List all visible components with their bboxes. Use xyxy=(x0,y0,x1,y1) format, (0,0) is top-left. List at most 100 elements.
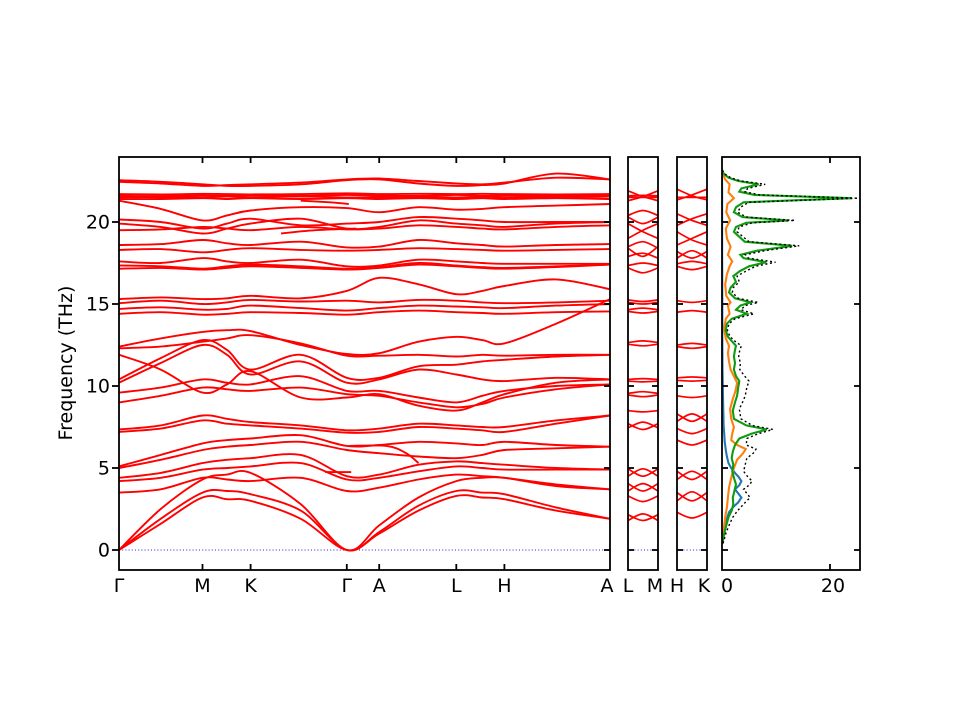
phonon-band xyxy=(119,440,610,469)
panel-frame-p3 xyxy=(676,156,708,571)
phonon-band xyxy=(677,376,707,379)
phonon-band xyxy=(119,199,610,222)
phonon-band xyxy=(677,470,707,481)
phonon-band xyxy=(677,188,707,201)
partial-dos-2-curve xyxy=(722,172,748,542)
kpoint-label: Γ xyxy=(114,575,125,597)
kpoint-label: M xyxy=(647,575,663,597)
phonon-band xyxy=(119,473,610,494)
phonon-band xyxy=(119,176,610,187)
phonon-band xyxy=(119,192,610,196)
phonon-band xyxy=(628,377,658,381)
phonon-band xyxy=(628,222,658,240)
y-axis-label: Frequency (THz) xyxy=(55,286,77,441)
phonon-band xyxy=(628,422,658,431)
phonon-band xyxy=(628,307,658,311)
phonon-band xyxy=(628,513,658,522)
phonon-band xyxy=(119,247,610,254)
phonon-band xyxy=(119,334,610,358)
phonon-band xyxy=(119,309,610,316)
y-tick-label: 10 xyxy=(86,376,110,398)
phonon-band xyxy=(628,216,658,225)
phonon-band xyxy=(677,345,707,350)
phonon-band xyxy=(628,267,658,274)
phonon-band xyxy=(119,434,610,468)
phonon-band xyxy=(677,490,707,502)
phonon-band xyxy=(119,298,610,356)
y-tick-label: 20 xyxy=(86,212,110,234)
kpoint-label: L xyxy=(451,575,462,597)
phonon-band xyxy=(628,394,658,398)
phonon-band xyxy=(119,257,610,268)
kpoint-label: K xyxy=(244,575,257,597)
kpoint-label: H xyxy=(670,575,684,597)
phonon-band xyxy=(677,249,707,259)
phonon-band xyxy=(628,482,658,492)
phonon-band xyxy=(119,216,610,230)
phonon-band xyxy=(628,513,658,522)
kpoint-label: L xyxy=(623,575,634,597)
phonon-band xyxy=(677,511,707,519)
phonon-band-segment xyxy=(300,199,349,205)
phonon-band xyxy=(677,231,707,246)
phonon-band xyxy=(119,262,610,270)
dos-panel xyxy=(722,169,859,544)
panel-frame-p2 xyxy=(627,156,659,571)
phonon-band xyxy=(119,298,610,305)
phonon-band xyxy=(677,265,707,271)
phonon-band xyxy=(677,212,707,227)
phonon-band xyxy=(677,413,707,423)
y-tick-label: 0 xyxy=(98,540,110,562)
phonon-band xyxy=(628,467,658,477)
phonon-band xyxy=(677,413,707,423)
phonon-band xyxy=(677,394,707,399)
phonon-band xyxy=(677,491,707,502)
band-panel-hk xyxy=(677,188,707,519)
phonon-band xyxy=(628,409,658,413)
phonon-band xyxy=(677,342,707,346)
phonon-band xyxy=(677,379,707,382)
panel-frame-main xyxy=(118,156,611,571)
kpoint-label: H xyxy=(497,575,511,597)
phonon-band xyxy=(628,340,658,344)
phonon-band xyxy=(677,231,707,246)
phonon-band xyxy=(628,421,658,429)
kpoint-label: A xyxy=(601,575,614,597)
phonon-band xyxy=(628,482,658,492)
phonon-band xyxy=(628,468,658,478)
band-panel-main xyxy=(119,172,610,552)
phonon-band xyxy=(628,299,658,303)
phonon-band xyxy=(677,309,707,314)
phonon-band xyxy=(677,250,707,259)
phonon-band xyxy=(628,343,658,347)
phonon-band xyxy=(628,310,658,314)
phonon-band xyxy=(119,489,610,552)
phonon-band xyxy=(119,193,610,198)
phonon-band-segment xyxy=(348,444,420,464)
y-tick-label: 15 xyxy=(86,294,110,316)
kpoint-label: M xyxy=(194,575,210,597)
kpoint-label: A xyxy=(373,575,386,597)
phonon-band xyxy=(628,245,658,258)
phonon-band xyxy=(677,260,707,265)
phonon-band xyxy=(628,495,658,503)
phonon-band xyxy=(119,217,610,235)
phonon-band xyxy=(628,252,658,259)
phonon-band xyxy=(628,301,658,305)
phonon-band xyxy=(119,414,610,432)
y-tick-label: 5 xyxy=(98,458,110,480)
dos-x-tick-label: 0 xyxy=(721,575,733,597)
phonon-band xyxy=(119,343,610,385)
partial-dos-3-curve xyxy=(722,169,852,544)
phonon-band xyxy=(119,195,610,199)
phonon-band xyxy=(119,353,610,412)
phonon-band xyxy=(677,299,707,304)
phonon-band xyxy=(119,414,610,434)
phonon-band xyxy=(677,427,707,435)
dos-x-tick-label: 20 xyxy=(821,575,845,597)
phonon-band xyxy=(119,276,610,301)
total-dos-curve xyxy=(722,169,859,544)
phonon-band xyxy=(628,240,658,249)
